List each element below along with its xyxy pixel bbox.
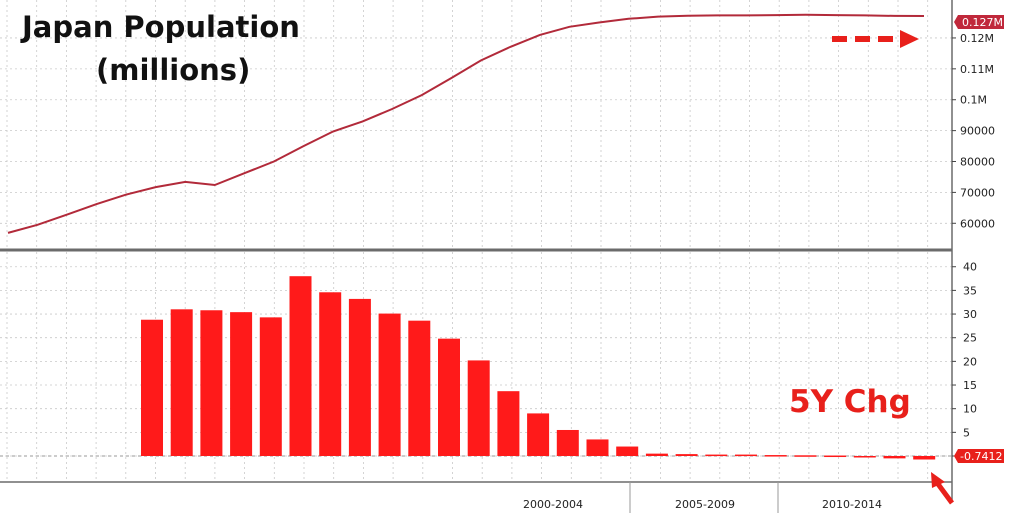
bar xyxy=(467,360,490,456)
bar xyxy=(200,310,223,456)
pointer-arrow-shaft xyxy=(935,482,955,505)
bar xyxy=(289,276,312,456)
top-y-tick-label: 0.11M xyxy=(960,63,994,76)
bottom-y-tick-label: 40 xyxy=(963,261,977,274)
bar xyxy=(141,319,163,456)
bottom-badge-shape xyxy=(954,449,1004,463)
bar xyxy=(556,429,579,456)
top-y-tick-label: 0.1M xyxy=(960,94,987,107)
bottom-y-axis-ticks: 4035302520151050 xyxy=(952,261,977,463)
bottom-y-tick-label: 25 xyxy=(963,332,977,345)
bottom-y-tick-label: 30 xyxy=(963,308,977,321)
bottom-last-value-label: -0.7412 xyxy=(960,450,1002,463)
pointer-arrow-head xyxy=(931,472,945,488)
bar xyxy=(527,413,550,456)
bar xyxy=(378,313,401,456)
top-y-tick-label: 70000 xyxy=(960,186,995,199)
top-y-tick-label: 60000 xyxy=(960,217,995,230)
bar xyxy=(853,456,876,458)
dashed-arrow-head xyxy=(900,30,919,48)
bottom-last-value-badge: -0.7412 xyxy=(954,449,1004,463)
bottom-y-tick-label: 10 xyxy=(963,403,977,416)
bar xyxy=(170,309,193,456)
bar xyxy=(616,446,639,456)
bar xyxy=(408,320,431,456)
bottom-y-tick-label: 20 xyxy=(963,355,977,368)
top-last-value-badge: 0.127M xyxy=(954,15,1004,29)
bar xyxy=(586,439,609,456)
five-year-change-label: 5Y Chg xyxy=(789,384,911,420)
bottom-y-tick-label: 5 xyxy=(963,426,970,439)
bar xyxy=(883,456,906,459)
bar xyxy=(438,338,460,456)
x-tick-label: 2000-2004 xyxy=(523,498,583,511)
bottom-y-tick-label: 15 xyxy=(963,379,977,392)
top-last-value-label: 0.127M xyxy=(962,16,1003,29)
bar xyxy=(675,454,698,456)
bar xyxy=(794,455,817,457)
bar xyxy=(348,298,371,456)
bar xyxy=(913,456,936,460)
dashed-arrow-annotation xyxy=(832,30,919,48)
bottom-y-tick-label: 35 xyxy=(963,284,977,297)
top-y-tick-label: 90000 xyxy=(960,125,995,138)
chart-title: Japan Population xyxy=(20,10,300,44)
bar xyxy=(645,453,668,456)
top-y-axis-ticks: 60000 70000 80000 90000 0.1M 0.11M 0.12M xyxy=(952,32,995,230)
bar xyxy=(705,454,728,457)
bar xyxy=(259,317,282,456)
bar xyxy=(764,455,787,457)
five-year-change-bars xyxy=(141,276,936,460)
bar xyxy=(230,312,253,456)
top-y-tick-label: 80000 xyxy=(960,156,995,169)
x-axis-separators xyxy=(629,482,779,513)
pointer-arrow-annotation xyxy=(931,472,955,505)
top-panel-grid xyxy=(0,0,952,248)
x-axis-ticks: 2000-2004 2005-2009 2010-2014 xyxy=(523,498,882,511)
top-badge-shape xyxy=(954,15,1004,29)
chart-subtitle: (millions) xyxy=(96,53,250,87)
x-tick-label: 2010-2014 xyxy=(822,498,882,511)
bar xyxy=(735,454,757,457)
population-series-line xyxy=(7,13,925,234)
x-tick-label: 2005-2009 xyxy=(675,498,735,511)
bar xyxy=(319,292,342,456)
bar xyxy=(824,455,847,458)
bar xyxy=(497,391,520,456)
top-y-tick-label: 0.12M xyxy=(960,32,994,45)
